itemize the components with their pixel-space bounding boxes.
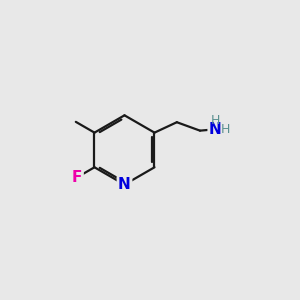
Text: N: N <box>209 122 222 137</box>
Text: H: H <box>220 123 230 136</box>
Text: N: N <box>118 177 131 192</box>
Text: H: H <box>211 114 220 127</box>
Text: F: F <box>72 170 82 185</box>
